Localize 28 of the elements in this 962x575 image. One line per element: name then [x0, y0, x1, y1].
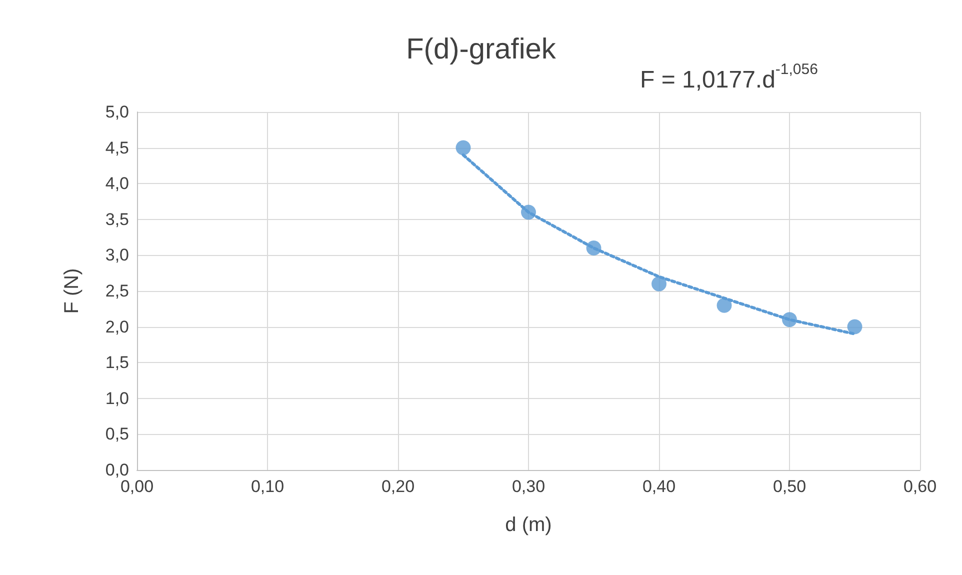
y-axis-title: F (N)	[61, 268, 83, 314]
point	[521, 204, 536, 220]
y-tick-label: 3,5	[105, 210, 129, 229]
point	[456, 140, 471, 156]
y-tick-label: 3,0	[105, 246, 129, 265]
point	[586, 240, 602, 256]
point	[652, 276, 666, 292]
point	[847, 319, 862, 334]
y-tick-label: 0,5	[105, 424, 129, 444]
y-tick-label: 1,0	[105, 388, 129, 408]
y-tick-label: 1,5	[105, 353, 129, 372]
y-tick-label: 0,0	[105, 460, 129, 480]
y-tick-label: 2,5	[105, 282, 129, 300]
chart-title: F(d)-grafiek	[406, 34, 556, 66]
x-tick-label: 0,20	[381, 477, 415, 496]
x-tick-label: 0,30	[512, 477, 546, 496]
x-tick-label: 0,40	[642, 477, 676, 496]
point	[782, 312, 797, 328]
x-tick-label: 0,50	[772, 477, 806, 496]
x-axis-title: d (m)	[505, 514, 552, 536]
y-tick-label: 4,5	[105, 138, 129, 158]
x-tick-label: 0,10	[250, 477, 284, 496]
point	[716, 298, 732, 313]
x-tick-label: 0,60	[903, 477, 937, 496]
y-tick-label: 2,0	[105, 317, 129, 336]
y-tick-label: 5,0	[105, 102, 129, 122]
x-tick-label: 0,00	[120, 477, 154, 496]
y-tick-label: 4,0	[105, 174, 129, 194]
